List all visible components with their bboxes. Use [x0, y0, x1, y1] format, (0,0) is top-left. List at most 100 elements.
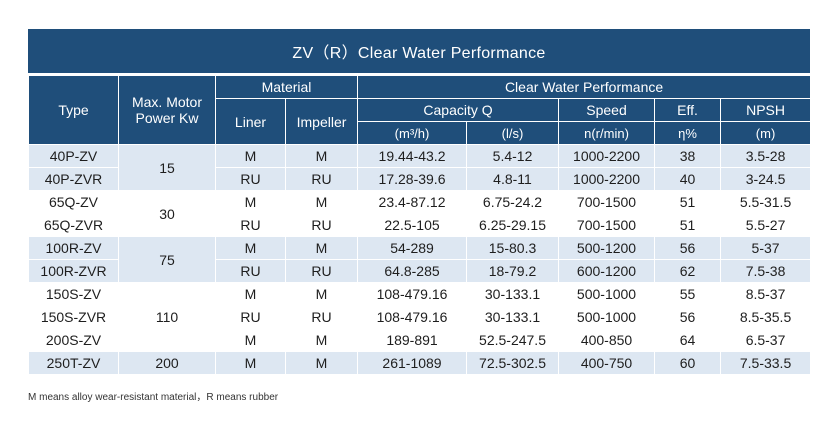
cell-type: 100R-ZVR [28, 259, 119, 283]
cell-capacity-m3h: 22.5-105 [357, 213, 468, 237]
footnote: M means alloy wear-resistant material，R … [28, 392, 279, 403]
cell-liner: M [215, 236, 286, 260]
unit-m3h: (m³/h) [357, 121, 468, 145]
cell-type: 150S-ZV [28, 282, 119, 306]
header-capacity: Capacity Q [357, 98, 560, 122]
cell-npsh: 3-24.5 [720, 167, 812, 191]
unit-ls: (l/s) [466, 121, 560, 145]
cell-liner: M [215, 282, 286, 306]
table-row: 65Q-ZVR RU RU 22.5-105 6.25-29.15 700-15… [28, 213, 812, 237]
cell-speed: 400-750 [558, 351, 656, 375]
header-type: Type [28, 75, 119, 145]
cell-capacity-ls: 15-80.3 [466, 236, 560, 260]
table-row: 65Q-ZV 30 M M 23.4-87.12 6.75-24.2 700-1… [28, 190, 812, 237]
cell-capacity-ls: 4.8-11 [466, 167, 560, 191]
cell-npsh: 3.5-28 [720, 144, 812, 168]
table-row: 100R-ZV 75 M M 54-289 15-80.3 500-1200 5… [28, 236, 812, 283]
cell-type: 65Q-ZV [28, 190, 119, 214]
cell-eff: 55 [654, 282, 722, 306]
table-row: 250T-ZV 200 M M 261-1089 72.5-302.5 400-… [28, 351, 812, 375]
cell-motor-power: 30 [118, 190, 216, 237]
cell-speed: 700-1500 [558, 213, 656, 237]
cell-type: 65Q-ZVR [28, 213, 119, 237]
cell-impeller: RU [284, 213, 359, 237]
cell-speed: 700-1500 [558, 190, 656, 214]
cell-impeller: M [284, 236, 359, 260]
cell-capacity-ls: 6.75-24.2 [466, 190, 560, 214]
cell-capacity-m3h: 54-289 [357, 236, 468, 260]
table-row: 150S-ZVR RU RU 108-479.16 30-133.1 500-1… [28, 305, 812, 329]
cell-liner: RU [215, 305, 286, 329]
performance-table: Type Max. Motor Power Kw Material Clear … [28, 75, 812, 375]
unit-eff: η% [654, 121, 722, 145]
header-clear-water: Clear Water Performance [357, 75, 812, 99]
cell-eff: 51 [654, 190, 722, 214]
table-row: 40P-ZVR RU RU 17.28-39.6 4.8-11 1000-220… [28, 167, 812, 191]
cell-capacity-ls: 52.5-247.5 [466, 328, 560, 352]
cell-liner: M [215, 190, 286, 214]
cell-eff: 56 [654, 305, 722, 329]
header-material: Material [214, 75, 359, 99]
cell-type: 40P-ZV [28, 144, 119, 168]
cell-capacity-m3h: 189-891 [357, 328, 468, 352]
cell-type: 40P-ZVR [28, 167, 119, 191]
cell-eff: 40 [654, 167, 722, 191]
cell-eff: 62 [654, 259, 722, 283]
cell-capacity-m3h: 108-479.16 [357, 305, 468, 329]
cell-npsh: 7.5-33.5 [720, 351, 812, 375]
cell-liner: M [215, 351, 286, 375]
cell-capacity-m3h: 17.28-39.6 [357, 167, 468, 191]
header-liner: Liner [215, 98, 286, 145]
cell-speed: 500-1200 [558, 236, 656, 260]
cell-speed: 500-1000 [558, 305, 656, 329]
cell-capacity-ls: 30-133.1 [466, 282, 560, 306]
cell-speed: 400-850 [558, 328, 656, 352]
cell-motor-power: 110 [118, 282, 216, 352]
cell-capacity-m3h: 23.4-87.12 [357, 190, 468, 214]
cell-speed: 1000-2200 [558, 167, 656, 191]
cell-capacity-m3h: 108-479.16 [357, 282, 468, 306]
table-row: 40P-ZV 15 M M 19.44-43.2 5.4-12 1000-220… [28, 144, 812, 191]
cell-impeller: M [284, 351, 359, 375]
header-eff: Eff. [654, 98, 722, 122]
cell-eff: 51 [654, 213, 722, 237]
cell-type: 150S-ZVR [28, 305, 119, 329]
cell-npsh: 5.5-31.5 [720, 190, 812, 214]
cell-npsh: 8.5-35.5 [720, 305, 812, 329]
cell-capacity-ls: 6.25-29.15 [466, 213, 560, 237]
cell-npsh: 8.5-37 [720, 282, 812, 306]
cell-impeller: RU [284, 305, 359, 329]
table-title: ZV（R）Clear Water Performance [28, 29, 810, 75]
header-impeller: Impeller [284, 98, 359, 145]
header-npsh: NPSH [720, 98, 812, 122]
cell-capacity-m3h: 19.44-43.2 [357, 144, 468, 168]
cell-liner: RU [215, 213, 286, 237]
cell-impeller: RU [284, 167, 359, 191]
cell-motor-power: 75 [118, 236, 216, 283]
cell-npsh: 5.5-27 [720, 213, 812, 237]
cell-speed: 500-1000 [558, 282, 656, 306]
cell-capacity-ls: 72.5-302.5 [466, 351, 560, 375]
cell-impeller: RU [284, 259, 359, 283]
cell-capacity-m3h: 261-1089 [357, 351, 468, 375]
cell-capacity-ls: 30-133.1 [466, 305, 560, 329]
cell-npsh: 5-37 [720, 236, 812, 260]
cell-motor-power: 15 [118, 144, 216, 191]
unit-speed: n(r/min) [558, 121, 656, 145]
cell-impeller: M [284, 328, 359, 352]
cell-npsh: 7.5-38 [720, 259, 812, 283]
cell-eff: 64 [654, 328, 722, 352]
cell-impeller: M [284, 282, 359, 306]
cell-capacity-m3h: 64.8-285 [357, 259, 468, 283]
cell-eff: 38 [654, 144, 722, 168]
cell-impeller: M [284, 190, 359, 214]
performance-table-container: ZV（R）Clear Water Performance Type Max. M… [28, 29, 812, 375]
cell-eff: 60 [654, 351, 722, 375]
header-speed: Speed [558, 98, 656, 122]
cell-eff: 56 [654, 236, 722, 260]
cell-npsh: 6.5-37 [720, 328, 812, 352]
cell-capacity-ls: 5.4-12 [466, 144, 560, 168]
cell-type: 250T-ZV [28, 351, 119, 375]
cell-impeller: M [284, 144, 359, 168]
table-row: 100R-ZVR RU RU 64.8-285 18-79.2 600-1200… [28, 259, 812, 283]
